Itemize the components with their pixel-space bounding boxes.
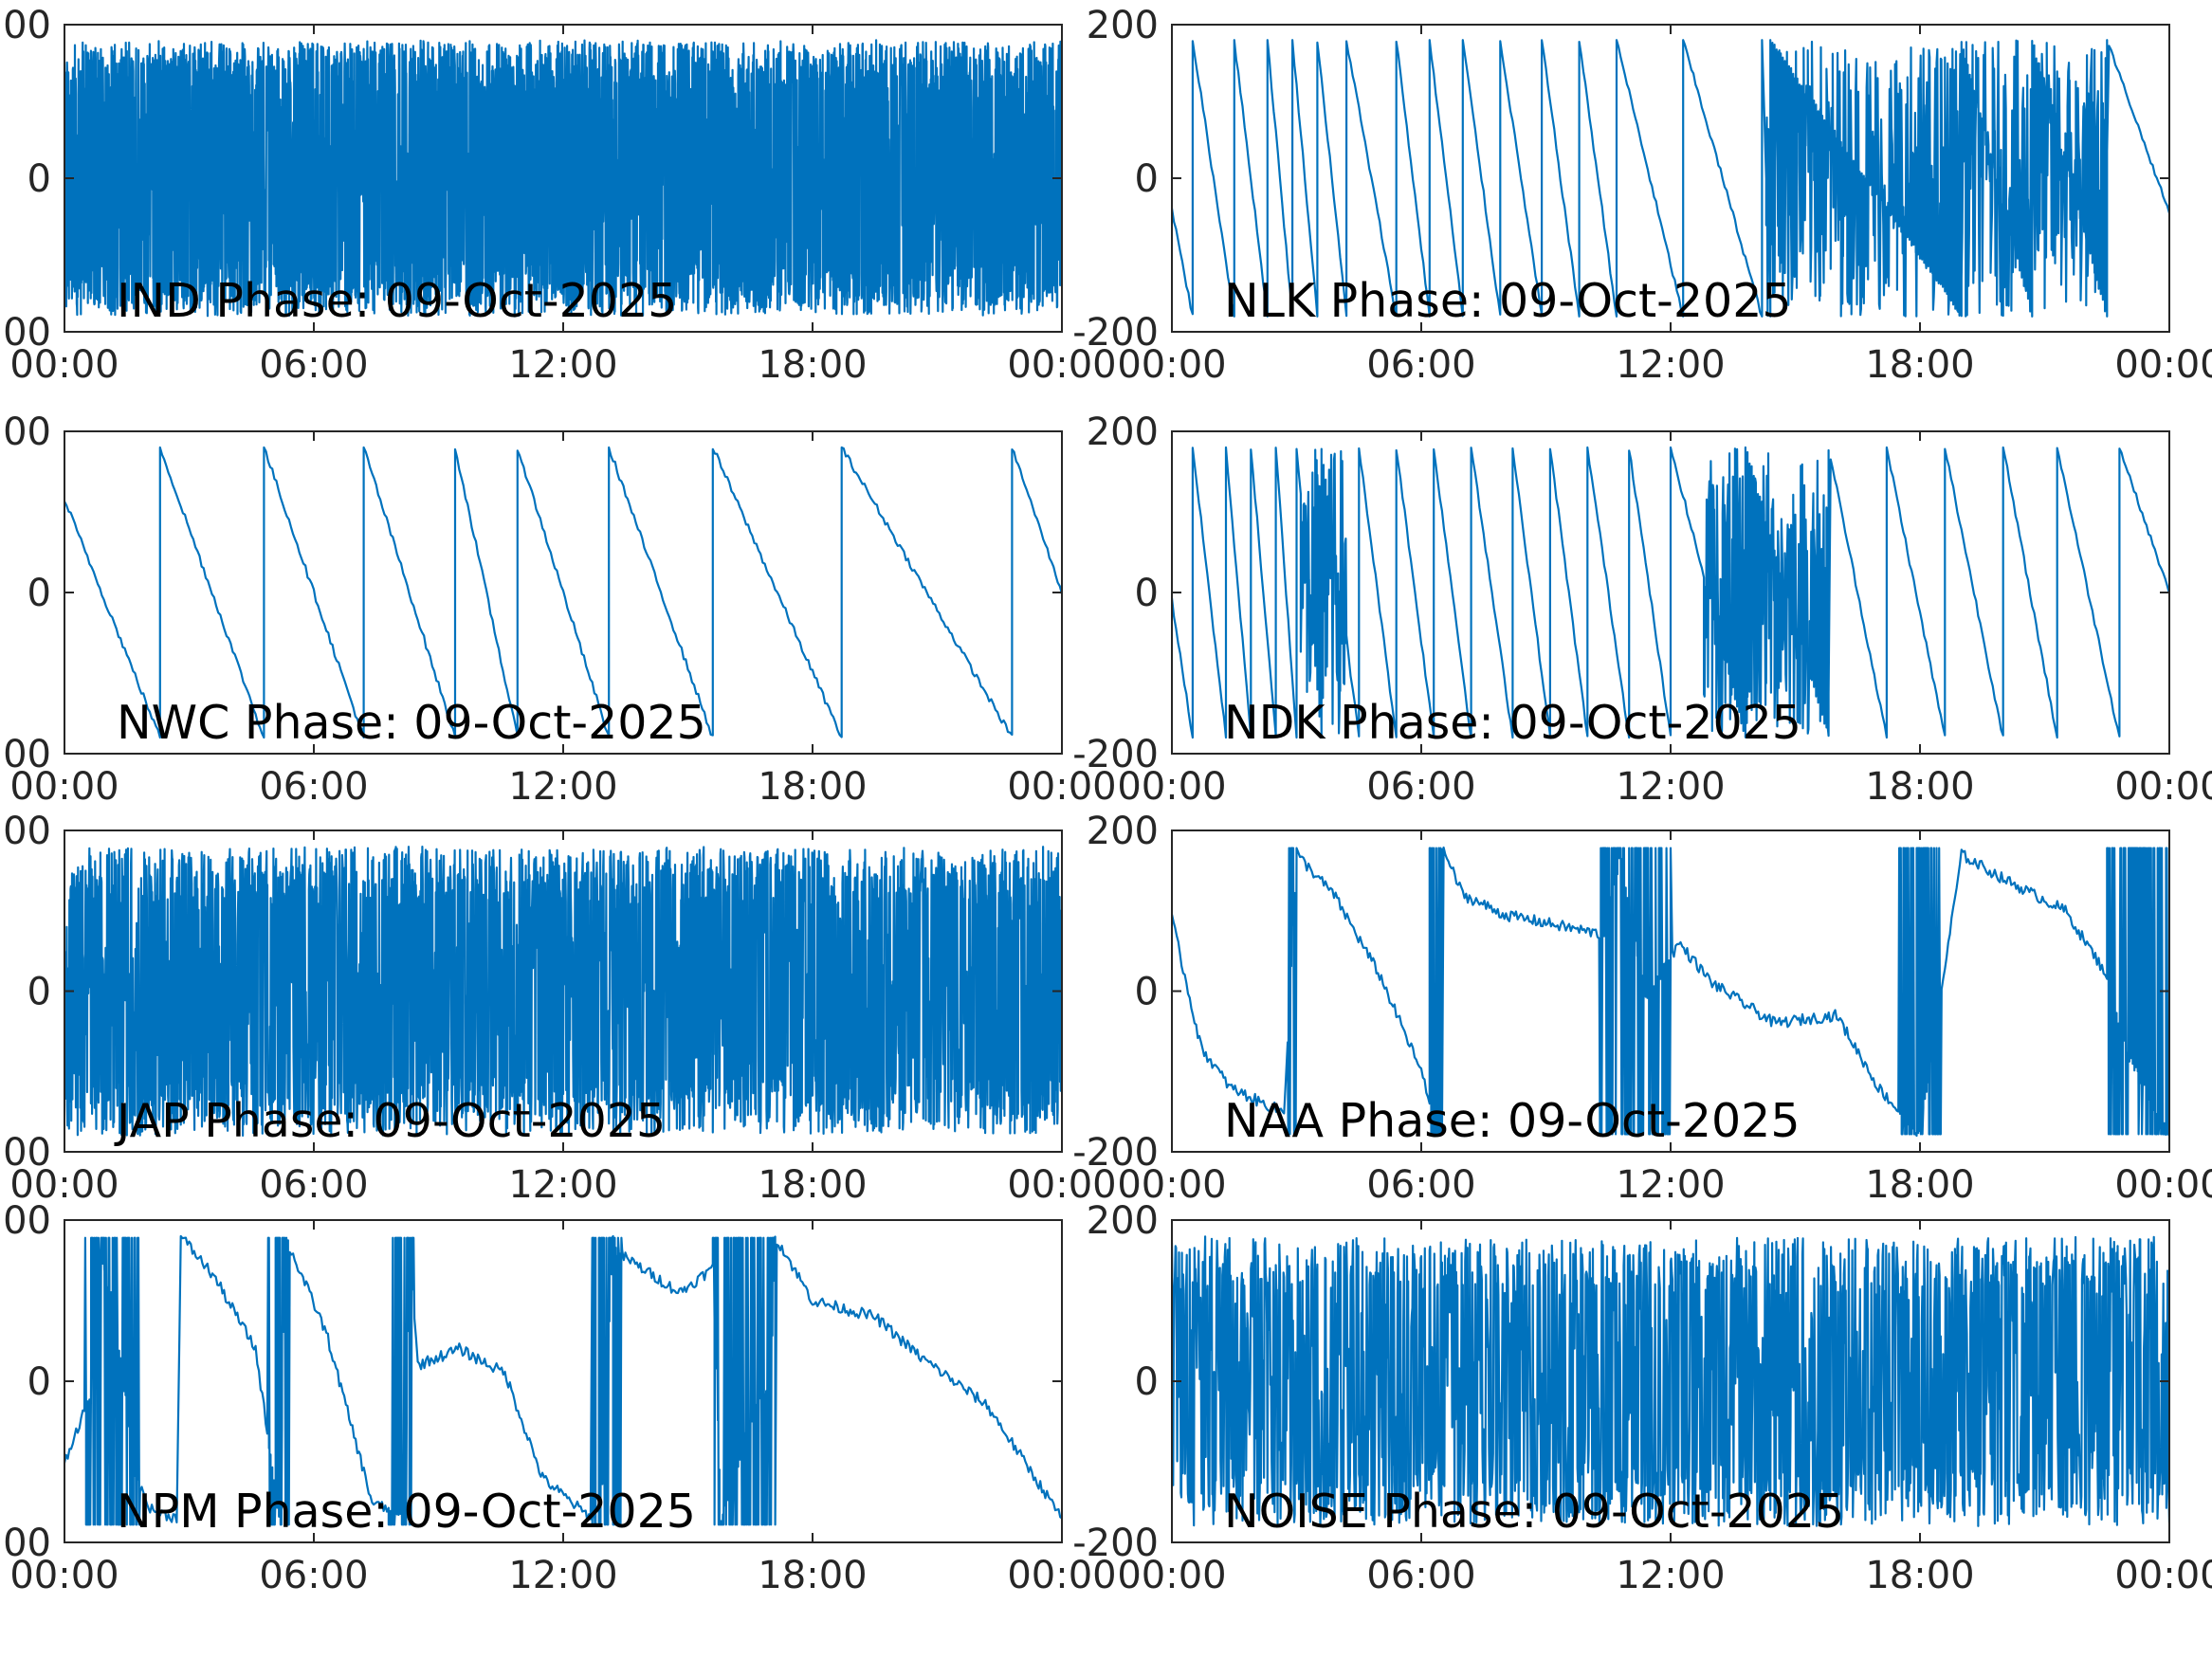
x-tick-label: 00:00 — [1007, 343, 1116, 387]
phase-series-line — [64, 446, 1062, 739]
y-tick-label: 0 — [1135, 157, 1159, 201]
y-tick-label: 0 — [27, 1360, 51, 1404]
x-tick-label: 00:00 — [2114, 765, 2212, 809]
x-tick-label: 00:00 — [1117, 765, 1226, 809]
panel-title: IND Phase: 09-Oct-2025 — [117, 274, 677, 328]
x-tick-label: 00:00 — [2114, 343, 2212, 387]
x-tick-label: 00:00 — [2114, 1554, 2212, 1597]
phase-series-line — [1172, 39, 2169, 318]
panel-title: JAP Phase: 09-Oct-2025 — [114, 1094, 666, 1148]
x-tick-label: 06:00 — [259, 765, 368, 809]
y-tick-label: 200 — [0, 810, 51, 853]
x-tick-label: 12:00 — [508, 1554, 617, 1597]
x-tick-label: 06:00 — [259, 1163, 368, 1207]
y-tick-label: 0 — [1135, 1360, 1159, 1404]
y-tick-label: 200 — [1087, 410, 1159, 454]
x-tick-label: 18:00 — [1865, 1554, 1974, 1597]
x-tick-label: 06:00 — [1366, 343, 1475, 387]
y-tick-label: 0 — [1135, 971, 1159, 1014]
panel-title: NLK Phase: 09-Oct-2025 — [1224, 274, 1792, 328]
panel-title: NPM Phase: 09-Oct-2025 — [117, 1485, 696, 1539]
panel-title: NOISE Phase: 09-Oct-2025 — [1224, 1485, 1844, 1539]
y-tick-label: -200 — [0, 311, 51, 355]
y-tick-label: -200 — [1072, 1522, 1159, 1565]
y-tick-label: -200 — [0, 1522, 51, 1565]
phase-series-line — [64, 39, 1062, 318]
y-tick-label: 200 — [0, 4, 51, 47]
x-tick-label: 00:00 — [9, 1163, 119, 1207]
x-tick-label: 00:00 — [1007, 765, 1116, 809]
y-tick-label: -200 — [1072, 1131, 1159, 1175]
x-tick-label: 00:00 — [1007, 1163, 1116, 1207]
x-tick-label: 18:00 — [758, 1554, 867, 1597]
y-tick-label: 200 — [1087, 810, 1159, 853]
x-tick-label: 06:00 — [259, 1554, 368, 1597]
x-tick-label: 12:00 — [508, 343, 617, 387]
x-tick-label: 00:00 — [1007, 1554, 1116, 1597]
phase-series-line — [64, 846, 1062, 1138]
x-tick-label: 18:00 — [758, 343, 867, 387]
phase-series-line — [64, 1234, 1062, 1528]
y-tick-label: 200 — [1087, 4, 1159, 47]
x-tick-label: 06:00 — [1366, 765, 1475, 809]
panel-title: NWC Phase: 09-Oct-2025 — [117, 696, 706, 750]
y-tick-label: -200 — [1072, 733, 1159, 776]
panel-title: NAA Phase: 09-Oct-2025 — [1224, 1094, 1801, 1148]
y-tick-label: -200 — [0, 1131, 51, 1175]
x-tick-label: 00:00 — [1117, 343, 1226, 387]
x-tick-label: 00:00 — [1117, 1554, 1226, 1597]
x-tick-label: 18:00 — [1865, 1163, 1974, 1207]
x-tick-label: 12:00 — [1616, 343, 1725, 387]
x-tick-label: 12:00 — [1616, 1554, 1725, 1597]
x-tick-label: 18:00 — [758, 1163, 867, 1207]
x-tick-label: 12:00 — [508, 1163, 617, 1207]
x-tick-label: 00:00 — [2114, 1163, 2212, 1207]
y-tick-label: 0 — [27, 572, 51, 615]
y-tick-label: 0 — [1135, 572, 1159, 615]
panel-title: NDK Phase: 09-Oct-2025 — [1224, 696, 1801, 750]
x-tick-label: 06:00 — [1366, 1163, 1475, 1207]
x-tick-label: 18:00 — [1865, 765, 1974, 809]
phase-series-line — [1172, 846, 2169, 1138]
y-tick-label: -200 — [1072, 311, 1159, 355]
x-tick-label: 00:00 — [1117, 1163, 1226, 1207]
phase-series-line — [1172, 446, 2169, 739]
y-tick-label: 0 — [27, 157, 51, 201]
y-tick-label: 200 — [1087, 1199, 1159, 1243]
phase-series-line — [1172, 1235, 2169, 1527]
x-tick-label: 12:00 — [1616, 765, 1725, 809]
x-tick-label: 12:00 — [1616, 1163, 1725, 1207]
y-tick-label: 0 — [27, 971, 51, 1014]
x-tick-label: 06:00 — [259, 343, 368, 387]
x-tick-label: 06:00 — [1366, 1554, 1475, 1597]
y-tick-label: 200 — [0, 410, 51, 454]
y-tick-label: 200 — [0, 1199, 51, 1243]
x-tick-label: 18:00 — [1865, 343, 1974, 387]
x-tick-label: 18:00 — [758, 765, 867, 809]
y-tick-label: -200 — [0, 733, 51, 776]
x-tick-label: 00:00 — [9, 343, 119, 387]
x-tick-label: 00:00 — [9, 765, 119, 809]
x-tick-label: 00:00 — [9, 1554, 119, 1597]
x-tick-label: 12:00 — [508, 765, 617, 809]
